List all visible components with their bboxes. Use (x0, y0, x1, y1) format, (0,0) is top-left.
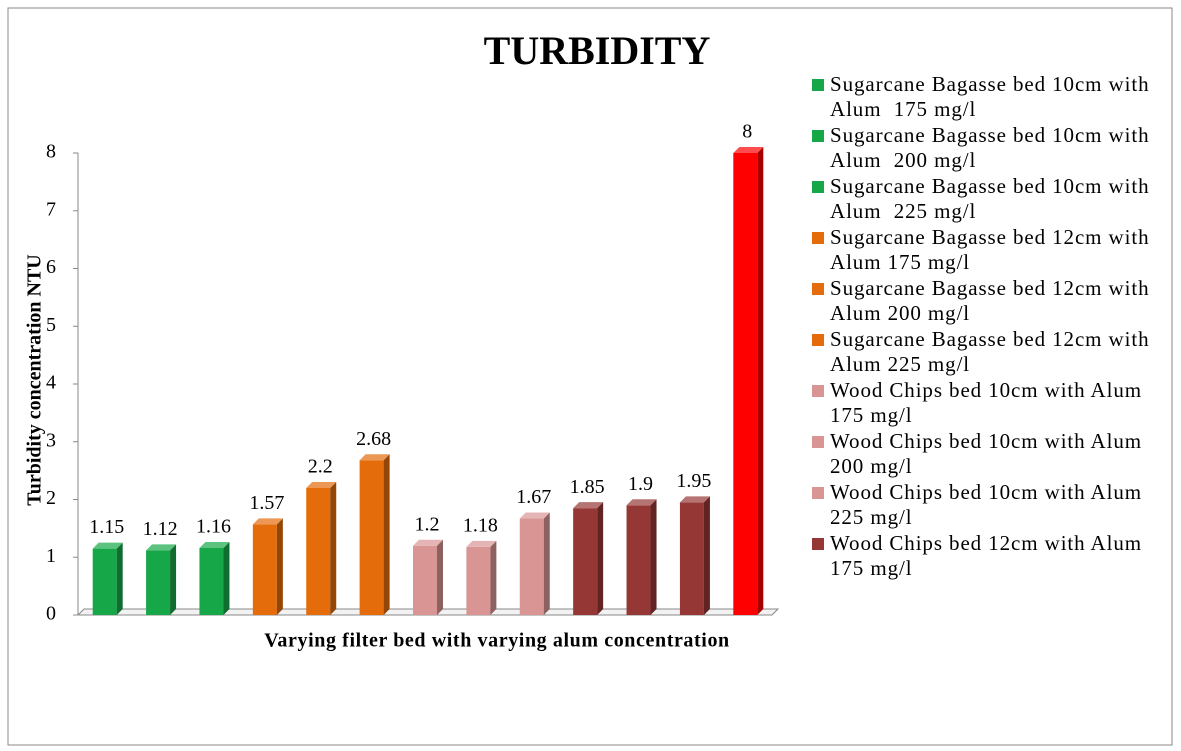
bar-top (146, 544, 177, 551)
legend-label: Sugarcane Bagasse bed 10cm with Alum 225… (830, 174, 1155, 223)
legend-entry: Sugarcane Bagasse bed 12cm with Alum 200… (812, 276, 1165, 326)
bar-top (359, 454, 390, 461)
bar-top (733, 147, 764, 153)
y-tick-label: 4 (46, 372, 56, 394)
data-label: 1.15 (89, 516, 124, 538)
legend-swatch (812, 334, 824, 346)
legend-label: Sugarcane Bagasse bed 12cm with Alum 175… (830, 225, 1155, 274)
data-label: 1.2 (415, 513, 440, 535)
legend-label: Wood Chips bed 10cm with Alum 175 mg/l (830, 378, 1149, 427)
legend-label: Wood Chips bed 10cm with Alum 200 mg/l (830, 429, 1149, 478)
legend-swatch (812, 232, 824, 244)
bar-top (573, 502, 604, 509)
bar-top (679, 496, 710, 503)
bar-side (330, 481, 337, 615)
data-label: 1.9 (628, 473, 653, 495)
legend-swatch (812, 436, 824, 448)
data-label: 8 (742, 121, 752, 143)
data-label: 1.12 (143, 518, 178, 540)
bar-side (383, 454, 390, 615)
bar-top (199, 542, 230, 549)
legend-swatch (812, 130, 824, 142)
bar-side (223, 542, 230, 615)
bar-top (466, 540, 497, 547)
data-label: 1.85 (570, 476, 605, 498)
legend-entry: Wood Chips bed 10cm with Alum 225 mg/l (812, 480, 1165, 530)
bar-side (597, 502, 604, 615)
bar-side (437, 539, 443, 615)
bar-side (703, 496, 710, 615)
legend-swatch (812, 538, 824, 550)
bar (573, 508, 598, 615)
legend-label: Wood Chips bed 10cm with Alum 225 mg/l (830, 480, 1149, 529)
y-tick-label: 5 (46, 314, 56, 336)
bar-top (306, 481, 337, 488)
y-tick-label: 3 (46, 429, 56, 451)
bar (199, 548, 224, 615)
legend-swatch (812, 283, 824, 295)
legend-swatch (812, 487, 824, 499)
bar-top (519, 512, 550, 519)
y-tick-label: 7 (46, 198, 56, 220)
frame (7, 7, 1173, 746)
bar (733, 153, 758, 615)
x-axis-label: Varying filter bed with varying alum con… (264, 630, 730, 652)
bar (413, 545, 437, 615)
legend-entry: Wood Chips bed 12cm with Alum 175 mg/l (812, 531, 1165, 581)
legend-label: Sugarcane Bagasse bed 10cm with Alum 200… (830, 123, 1155, 172)
legend-entry: Sugarcane Bagasse bed 12cm with Alum 175… (812, 225, 1165, 275)
y-tick-label: 6 (46, 256, 56, 278)
legend: Sugarcane Bagasse bed 10cm with Alum 175… (812, 72, 1162, 582)
legend-label: Sugarcane Bagasse bed 10cm with Alum 175… (830, 72, 1155, 121)
data-label: 2.2 (308, 456, 333, 478)
bar (306, 487, 331, 615)
bar-top (252, 518, 283, 525)
data-label: 1.95 (676, 470, 711, 492)
bar (252, 524, 277, 615)
legend-swatch (812, 79, 824, 91)
legend-entry: Sugarcane Bagasse bed 12cm with Alum 225… (812, 327, 1165, 377)
bar (626, 505, 651, 615)
legend-label: Sugarcane Bagasse bed 12cm with Alum 200… (830, 276, 1155, 325)
bar-side (650, 499, 657, 615)
bar-side (543, 512, 550, 615)
bar-side (116, 542, 123, 615)
data-label: 1.18 (463, 514, 498, 536)
bar-top (413, 539, 443, 546)
bar (92, 548, 117, 615)
bar (466, 546, 491, 615)
legend-entry: Sugarcane Bagasse bed 10cm with Alum 175… (812, 72, 1165, 122)
bar (359, 460, 384, 615)
y-tick-label: 2 (46, 487, 56, 509)
legend-entry: Wood Chips bed 10cm with Alum 175 mg/l (812, 378, 1165, 428)
y-tick-label: 8 (46, 141, 56, 163)
bar-top (92, 542, 123, 549)
legend-entry: Wood Chips bed 10cm with Alum 200 mg/l (812, 429, 1165, 479)
legend-label: Wood Chips bed 12cm with Alum 175 mg/l (830, 531, 1149, 580)
bar (679, 502, 704, 615)
bar-side (757, 147, 764, 615)
bar (519, 518, 544, 615)
legend-swatch (812, 181, 824, 193)
legend-entry: Sugarcane Bagasse bed 10cm with Alum 200… (812, 123, 1165, 173)
y-tick-label: 1 (46, 545, 56, 567)
bar-side (490, 540, 497, 615)
legend-label: Sugarcane Bagasse bed 12cm with Alum 225… (830, 327, 1155, 376)
bar-side (276, 518, 283, 615)
legend-entry: Sugarcane Bagasse bed 10cm with Alum 225… (812, 174, 1165, 224)
legend-swatch (812, 385, 824, 397)
data-label: 1.67 (516, 486, 551, 508)
y-tick-label: 0 (46, 603, 56, 625)
data-label: 1.57 (249, 492, 284, 514)
bar (146, 550, 171, 615)
chart-title: TURBIDITY (484, 28, 711, 73)
y-axis-label: Turbidity concentration NTU (24, 254, 46, 506)
data-label: 2.68 (356, 428, 391, 450)
data-label: 1.16 (196, 516, 231, 538)
bar-top (626, 499, 657, 506)
bar-side (170, 544, 177, 615)
